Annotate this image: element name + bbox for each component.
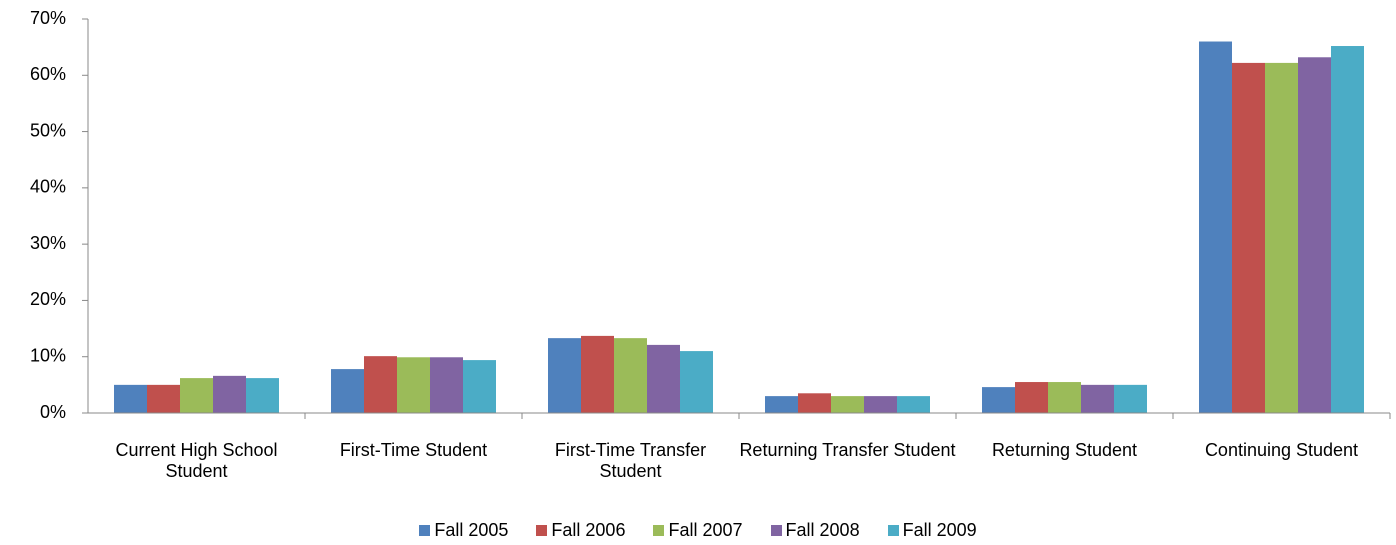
bar: [147, 384, 180, 413]
legend-item: Fall 2008: [770, 520, 860, 541]
legend-label: Fall 2009: [902, 520, 977, 540]
legend-label: Fall 2006: [551, 520, 626, 540]
bar: [765, 396, 798, 413]
y-tick-label: 60%: [30, 64, 66, 84]
x-tick-label: Returning Transfer Student: [739, 440, 956, 460]
bar: [581, 335, 614, 413]
bar: [864, 396, 897, 413]
bar: [548, 338, 581, 413]
legend-swatch: [887, 525, 899, 536]
legend-swatch: [770, 525, 782, 536]
legend-label: Fall 2008: [785, 520, 860, 540]
bar: [1298, 57, 1331, 413]
bar: [1048, 382, 1081, 413]
legend-item: Fall 2009: [887, 520, 977, 541]
y-tick-label: 0%: [40, 402, 66, 422]
legend-label: Fall 2005: [434, 520, 509, 540]
bar: [1114, 384, 1147, 413]
y-tick-label: 40%: [30, 177, 66, 197]
bar: [897, 396, 930, 413]
bar: [246, 378, 279, 413]
x-tick-label: Continuing Student: [1204, 440, 1359, 460]
x-tick-label: First-Time Student: [339, 440, 488, 460]
bar: [1015, 382, 1048, 413]
y-tick-label: 30%: [30, 233, 66, 253]
x-tick-label: First-Time Transfer Student: [554, 440, 707, 481]
bar: [331, 369, 364, 413]
bar: [831, 396, 864, 413]
bar: [114, 384, 147, 413]
legend-swatch: [653, 525, 665, 536]
legend-item: Fall 2005: [419, 520, 508, 541]
y-tick-label: 50%: [30, 120, 66, 140]
bar: [463, 360, 496, 413]
bar: [180, 378, 213, 413]
bar: [647, 344, 680, 413]
bar: [397, 357, 430, 413]
bar: [1265, 62, 1298, 413]
legend-label: Fall 2007: [668, 520, 743, 540]
x-tick-label: Current High School Student: [115, 440, 278, 481]
bar: [982, 387, 1015, 413]
legend-item: Fall 2006: [536, 520, 625, 541]
bar: [798, 393, 831, 413]
bar: [1232, 62, 1265, 413]
y-tick-label: 20%: [30, 289, 66, 309]
bar: [614, 338, 647, 413]
legend-swatch: [419, 525, 431, 536]
x-tick-label: Returning Student: [991, 440, 1138, 460]
bar: [213, 375, 246, 413]
bar: [1081, 384, 1114, 413]
bar: [364, 356, 397, 413]
bar: [680, 351, 713, 413]
bar: [1331, 46, 1364, 413]
legend-item: Fall 2007: [653, 520, 743, 541]
legend-swatch: [536, 525, 548, 536]
legend: Fall 2005 Fall 2006 Fall 2007 Fall 2008 Fall…: [0, 520, 1396, 541]
y-tick-label: 70%: [30, 8, 66, 28]
y-tick-label: 10%: [30, 345, 66, 365]
bar: [1199, 41, 1232, 414]
bar: [430, 357, 463, 413]
